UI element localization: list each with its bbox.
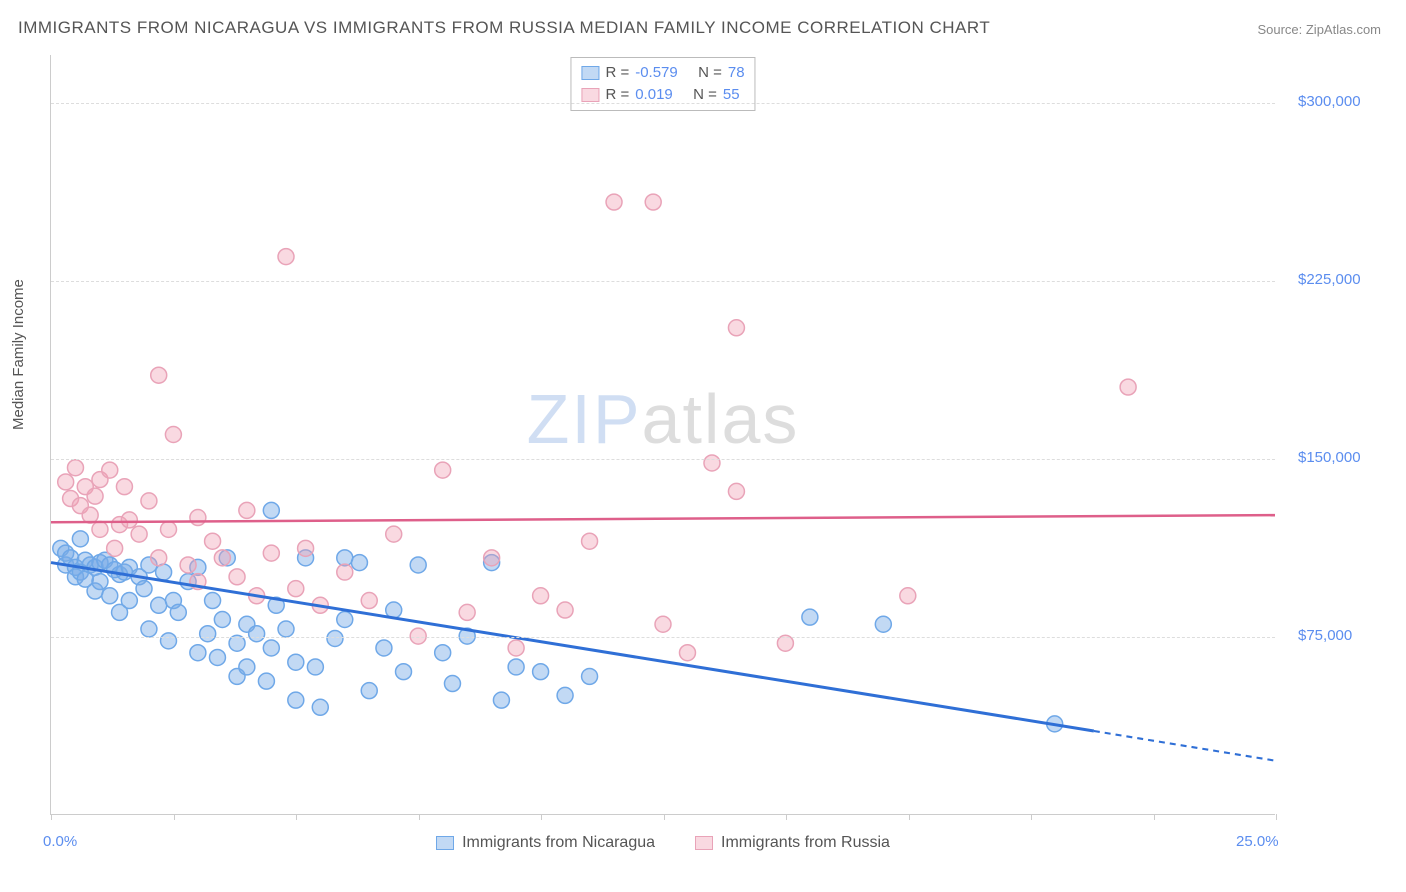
swatch-russia-icon xyxy=(695,836,713,850)
swatch-russia xyxy=(581,88,599,102)
plot-area: ZIPatlas R = -0.579 N = 78 R = 0.019 N =… xyxy=(50,55,1275,815)
ytick-label: $150,000 xyxy=(1298,449,1361,466)
r-value-nicaragua: -0.579 xyxy=(635,62,678,84)
series-legend: Immigrants from Nicaragua Immigrants fro… xyxy=(51,834,1275,852)
chart-svg xyxy=(51,55,1275,814)
ytick-label: $75,000 xyxy=(1298,627,1352,644)
legend-label-nicaragua: Immigrants from Nicaragua xyxy=(462,834,655,852)
swatch-nicaragua-icon xyxy=(436,836,454,850)
legend-label-russia: Immigrants from Russia xyxy=(721,834,890,852)
ytick-label: $225,000 xyxy=(1298,271,1361,288)
n-label: N = xyxy=(698,62,722,84)
n-value-nicaragua: 78 xyxy=(728,62,745,84)
y-axis-label: Median Family Income xyxy=(10,279,27,430)
swatch-nicaragua xyxy=(581,66,599,80)
ytick-label: $300,000 xyxy=(1298,93,1361,110)
stats-row-nicaragua: R = -0.579 N = 78 xyxy=(581,62,744,84)
r-label: R = xyxy=(605,62,629,84)
chart-title: IMMIGRANTS FROM NICARAGUA VS IMMIGRANTS … xyxy=(18,18,990,38)
legend-item-nicaragua: Immigrants from Nicaragua xyxy=(436,834,655,852)
legend-item-russia: Immigrants from Russia xyxy=(695,834,890,852)
source-label: Source: ZipAtlas.com xyxy=(1257,22,1381,37)
